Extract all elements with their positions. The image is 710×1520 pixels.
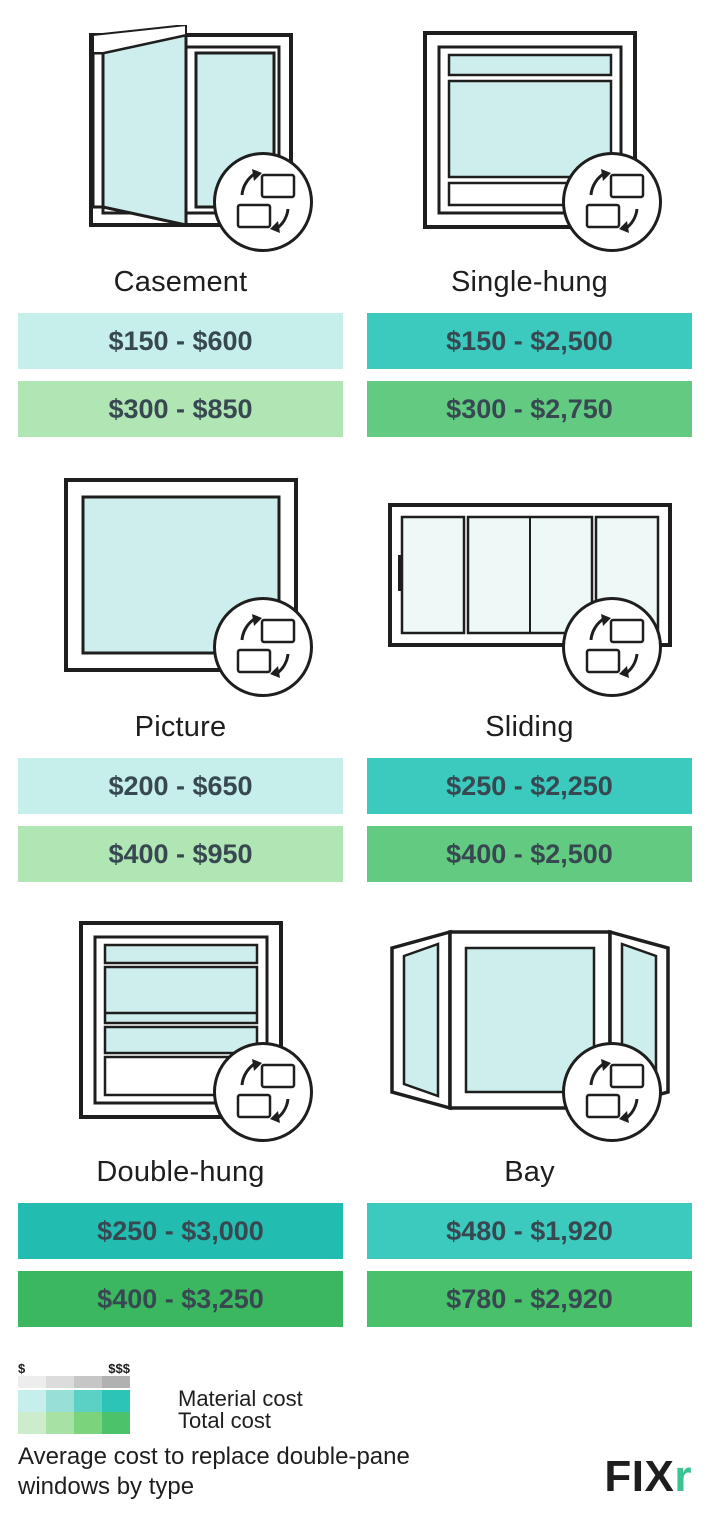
window-type-label: Single-hung bbox=[451, 266, 608, 299]
total-cost-label: Total cost bbox=[178, 1410, 303, 1432]
legend: $ $$$ Material cost Total cost Average c… bbox=[18, 1361, 692, 1502]
material-price: $480 - $1,920 bbox=[367, 1203, 692, 1259]
teal-swatches bbox=[18, 1390, 168, 1412]
window-card: Picture $200 - $650 $400 - $950 bbox=[18, 465, 343, 894]
material-price: $150 - $2,500 bbox=[367, 313, 692, 369]
window-type-label: Sliding bbox=[485, 711, 573, 744]
recycle-icon bbox=[562, 152, 662, 252]
window-illustration bbox=[31, 20, 331, 240]
material-price: $250 - $2,250 bbox=[367, 758, 692, 814]
window-illustration bbox=[380, 910, 680, 1130]
window-card: Single-hung $150 - $2,500 $300 - $2,750 bbox=[367, 20, 692, 449]
recycle-icon bbox=[562, 597, 662, 697]
material-cost-label: Material cost bbox=[178, 1388, 303, 1410]
window-illustration bbox=[380, 465, 680, 685]
recycle-icon bbox=[213, 1042, 313, 1142]
window-card: Bay $480 - $1,920 $780 - $2,920 bbox=[367, 910, 692, 1339]
scale-labels: $ $$$ bbox=[18, 1361, 130, 1376]
recycle-icon bbox=[213, 597, 313, 697]
caption: Average cost to replace double-pane wind… bbox=[18, 1442, 448, 1502]
window-card: Double-hung $250 - $3,000 $400 - $3,250 bbox=[18, 910, 343, 1339]
window-type-label: Bay bbox=[504, 1156, 555, 1189]
material-price: $250 - $3,000 bbox=[18, 1203, 343, 1259]
window-type-label: Casement bbox=[114, 266, 248, 299]
total-price: $300 - $850 bbox=[18, 381, 343, 437]
windows-grid: Casement $150 - $600 $300 - $850 Single-… bbox=[18, 20, 692, 1339]
gray-scale-bar bbox=[18, 1376, 130, 1388]
recycle-icon bbox=[213, 152, 313, 252]
fixr-logo: FIXr bbox=[604, 1452, 692, 1502]
total-price: $400 - $3,250 bbox=[18, 1271, 343, 1327]
window-card: Casement $150 - $600 $300 - $850 bbox=[18, 20, 343, 449]
window-type-label: Double-hung bbox=[96, 1156, 264, 1189]
total-price: $300 - $2,750 bbox=[367, 381, 692, 437]
window-illustration bbox=[31, 465, 331, 685]
material-price: $200 - $650 bbox=[18, 758, 343, 814]
total-price: $400 - $2,500 bbox=[367, 826, 692, 882]
window-illustration bbox=[380, 20, 680, 240]
window-type-label: Picture bbox=[135, 711, 227, 744]
window-illustration bbox=[31, 910, 331, 1130]
recycle-icon bbox=[562, 1042, 662, 1142]
window-card: Sliding $250 - $2,250 $400 - $2,500 bbox=[367, 465, 692, 894]
total-price: $780 - $2,920 bbox=[367, 1271, 692, 1327]
material-price: $150 - $600 bbox=[18, 313, 343, 369]
total-price: $400 - $950 bbox=[18, 826, 343, 882]
green-swatches bbox=[18, 1412, 168, 1434]
